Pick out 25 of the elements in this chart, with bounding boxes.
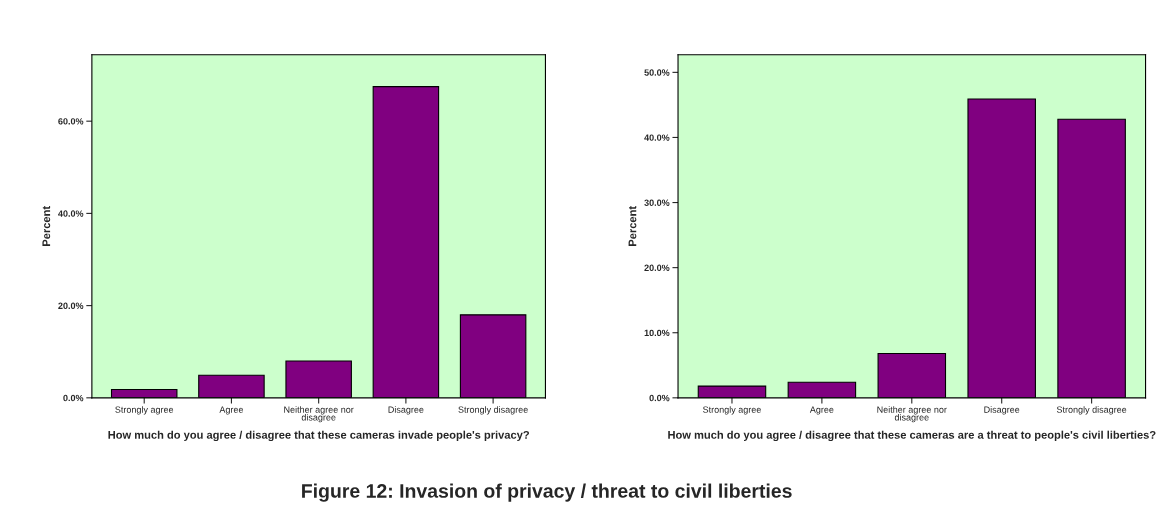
y-tick-label: 20.0% bbox=[644, 264, 670, 271]
x-tick-label: Strongly agree bbox=[703, 406, 761, 415]
x-tick-label: Neither agree nor disagree bbox=[877, 406, 947, 423]
x-tick-label: Disagree bbox=[984, 406, 1020, 415]
x-tick-label: Disagree bbox=[388, 406, 424, 415]
y-tick-label: 0.0% bbox=[649, 394, 670, 402]
y-tick-label: 60.0% bbox=[58, 118, 84, 125]
x-axis-title: How much do you agree / disagree that these cameras are a threat to people's civil liberties? bbox=[668, 430, 1156, 442]
y-tick-label: 50.0% bbox=[644, 69, 670, 76]
y-tick-label: 30.0% bbox=[644, 199, 670, 206]
caption: Figure 12: Invasion of privacy / threat to civil liberties bbox=[302, 483, 792, 502]
x-tick-label: Strongly disagree bbox=[458, 406, 528, 415]
x-tick-label: Neither agree nor disagree bbox=[284, 406, 354, 423]
x-tick-label: Strongly disagree bbox=[1056, 406, 1127, 415]
y-axis-title: Percent bbox=[628, 206, 637, 246]
y-axis-title: Percent bbox=[42, 206, 51, 246]
y-tick-label: 40.0% bbox=[644, 134, 670, 141]
y-tick-label: 20.0% bbox=[58, 302, 84, 309]
x-tick-label: Agree bbox=[809, 406, 834, 415]
x-axis-title: How much do you agree / disagree that these cameras invade people's privacy? bbox=[108, 430, 529, 442]
y-tick-label: 10.0% bbox=[644, 329, 670, 337]
x-tick-label: Agree bbox=[219, 406, 244, 415]
y-tick-label: 0.0% bbox=[63, 394, 84, 402]
y-tick-label: 40.0% bbox=[58, 210, 84, 217]
x-tick-label: Strongly agree bbox=[115, 406, 174, 415]
